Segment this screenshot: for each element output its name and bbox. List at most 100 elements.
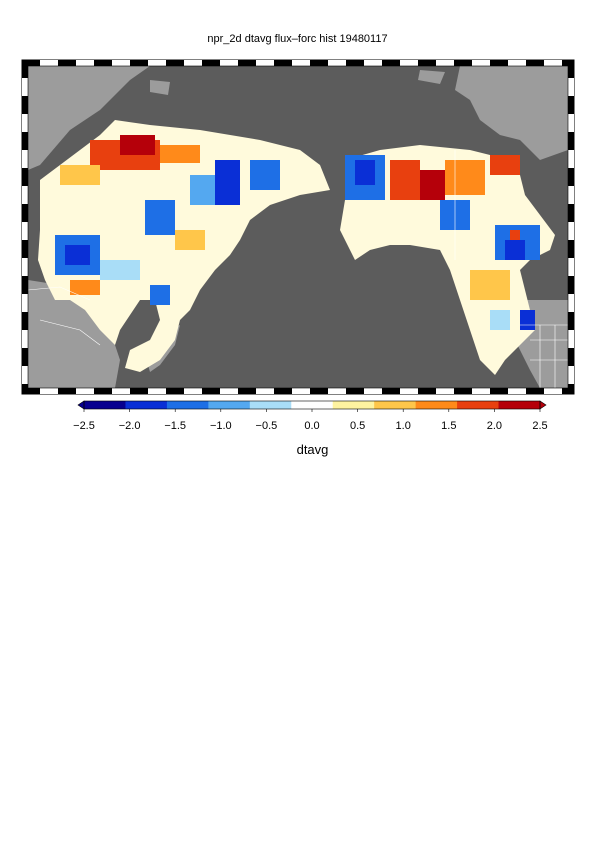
frame-segment-left — [22, 222, 28, 240]
frame-segment-left — [22, 348, 28, 366]
frame-segment-right — [568, 384, 574, 394]
frame-segment-top — [148, 60, 166, 66]
frame-segment-left — [22, 366, 28, 384]
colorbar-swatch — [332, 401, 354, 409]
colorbar-extend-low — [77, 400, 85, 410]
map-panel — [27, 66, 568, 388]
data-region-eurasia — [38, 120, 330, 372]
frame-segment-left — [22, 276, 28, 294]
frame-segment-left — [22, 330, 28, 348]
frame-segment-left — [22, 132, 28, 150]
frame-segment-bottom — [94, 388, 112, 394]
patch-darkblue-east — [505, 240, 525, 260]
patch-darkblue-west — [65, 245, 90, 265]
frame-segment-top — [130, 60, 148, 66]
frame-segment-bottom — [40, 388, 58, 394]
frame-segment-top — [400, 60, 418, 66]
frame-segment-bottom — [346, 388, 364, 394]
colorbar-swatch — [436, 401, 458, 409]
colorbar-tick-label: −1.0 — [209, 420, 232, 432]
frame-segment-bottom — [310, 388, 328, 394]
frame-segment-left — [22, 186, 28, 204]
frame-segment-left — [22, 312, 28, 330]
patch-blue-northeast — [250, 160, 280, 190]
land-arctic-canada — [455, 66, 568, 160]
frame-segment-bottom — [364, 388, 382, 394]
colorbar-title: dtavg — [296, 442, 329, 457]
frame-segment-top — [328, 60, 346, 66]
frame-segment-bottom — [508, 388, 526, 394]
frame-inner-outline — [27, 65, 569, 389]
colorbar-swatch — [394, 401, 417, 409]
frame-segment-right — [568, 240, 574, 258]
map-title: npr_2d dtavg flux–forc hist 19480117 — [207, 33, 388, 45]
patch-orange-north — [160, 145, 200, 163]
frame-segment-bottom — [220, 388, 238, 394]
colorbar-swatch — [84, 401, 106, 409]
patch-red-northeast — [490, 155, 520, 175]
frame-segment-right — [568, 294, 574, 312]
frame-segment-left — [22, 294, 28, 312]
frame-segment-left — [22, 96, 28, 114]
frame-segment-right — [568, 114, 574, 132]
colorbar-extend-high — [539, 400, 547, 410]
frame-segment-right — [568, 186, 574, 204]
patch-darkblue-alaska — [355, 160, 375, 185]
colorbar-swatch — [477, 401, 500, 409]
frame-segment-top — [544, 60, 562, 66]
frame-segment-right — [568, 96, 574, 114]
country-borders — [27, 150, 568, 388]
colorbar-swatch — [457, 401, 479, 409]
patch-blue-center — [145, 200, 175, 235]
frame-segment-right — [568, 258, 574, 276]
colorbar-tick-label: 1.0 — [395, 420, 411, 432]
frame-segment-top — [310, 60, 328, 66]
frame-segment-bottom — [238, 388, 256, 394]
frame-segment-right — [568, 150, 574, 168]
frame-segment-bottom — [58, 388, 76, 394]
frame-segment-right — [568, 78, 574, 96]
frame-segment-bottom — [526, 388, 544, 394]
frame-segment-left — [22, 384, 28, 394]
colorbar-swatch — [374, 401, 396, 409]
land-greenland-edge — [500, 66, 530, 90]
colorbar-swatch — [125, 401, 147, 409]
frame-segment-right — [568, 348, 574, 366]
frame-segment-bottom — [400, 388, 418, 394]
colorbar-swatch — [166, 401, 189, 409]
frame-segment-bottom — [544, 388, 562, 394]
frame-segment-top — [526, 60, 544, 66]
frame-segment-top — [220, 60, 238, 66]
frame-segment-bottom — [436, 388, 454, 394]
frame-segment-bottom — [184, 388, 202, 394]
frame-segment-left — [22, 168, 28, 186]
frame-segment-bottom — [202, 388, 220, 394]
frame-segment-top — [166, 60, 184, 66]
colorbar — [77, 400, 547, 412]
land-asia-west — [28, 66, 150, 170]
colorbar-swatch — [312, 401, 334, 409]
colorbar-tick-label: −0.5 — [255, 420, 278, 432]
frame-segment-top — [94, 60, 112, 66]
frame-segment-left — [22, 114, 28, 132]
colorbar-swatch — [146, 401, 168, 409]
frame-segment-top — [22, 60, 40, 66]
patch-darkred-north — [120, 135, 155, 155]
border-asia — [27, 286, 101, 346]
colorbar-swatch — [270, 401, 292, 409]
frame-segment-top — [256, 60, 274, 66]
colorbar-swatch — [229, 401, 251, 409]
frame-segment-bottom — [472, 388, 490, 394]
patch-yellow-north — [60, 165, 100, 185]
patch-yellow-south — [470, 270, 510, 300]
frame-segment-right — [568, 132, 574, 150]
frame-segment-top — [292, 60, 310, 66]
patch-orange-yukon — [445, 160, 485, 195]
frame-segment-top — [112, 60, 130, 66]
frame-segment-right — [568, 276, 574, 294]
patch-orange-mid — [175, 230, 205, 250]
frame-segment-top — [472, 60, 490, 66]
frame-segment-top — [454, 60, 472, 66]
colorbar-tick-label: 0.0 — [304, 420, 320, 432]
